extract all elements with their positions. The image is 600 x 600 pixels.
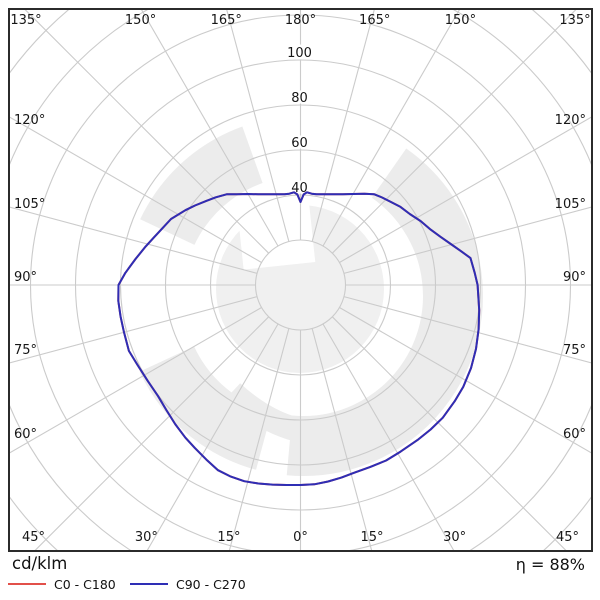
legend: C0 - C180 C90 - C270 — [0, 576, 600, 598]
grid-spoke — [322, 323, 455, 551]
radial-tick-label: 60 — [291, 136, 308, 151]
radial-tick-label: 80 — [291, 91, 308, 106]
angle-label: 60° — [563, 427, 586, 442]
angle-label: 165° — [359, 13, 390, 28]
angle-label: 15° — [217, 530, 240, 545]
curve-c90-c270 — [117, 191, 481, 486]
grid-spoke — [146, 323, 279, 551]
angle-label: 105° — [555, 197, 586, 212]
legend-item-c90-c270: C90 - C270 — [130, 576, 246, 592]
angle-label: 90° — [14, 270, 37, 285]
legend-label-c90-c270: C90 - C270 — [176, 576, 246, 592]
angle-label: 30° — [443, 530, 466, 545]
angle-label: 75° — [14, 343, 37, 358]
angle-label: 120° — [555, 113, 586, 128]
axis-labels: 0° 15° 30° 45° 60° 75° 90° 105° 120° 135° 150° 165°… — [10, 13, 590, 545]
grid-spoke — [311, 9, 376, 242]
angle-label: 150° — [125, 13, 156, 28]
grid-spoke — [228, 328, 290, 551]
grid-spoke — [9, 206, 258, 274]
radial-tick-label: 100 — [287, 46, 312, 61]
grid-spoke — [343, 206, 592, 274]
angle-label: 90° — [563, 270, 586, 285]
angle-label: 180° — [285, 13, 316, 28]
grid-spoke — [311, 328, 373, 551]
unit-label: cd/klm — [12, 554, 68, 573]
legend-item-c0-c180: C0 - C180 — [8, 576, 116, 592]
angle-label: 45° — [556, 530, 579, 545]
angle-label: 165° — [211, 13, 242, 28]
angle-label: 60° — [14, 427, 37, 442]
grid-spoke — [322, 9, 461, 247]
angle-label: 135° — [559, 13, 590, 28]
grid-spoke — [9, 116, 262, 263]
grid-spoke — [140, 9, 279, 247]
angle-label: 15° — [361, 530, 384, 545]
grid-spoke — [331, 9, 578, 254]
curves — [117, 191, 481, 486]
grid-spoke — [9, 307, 262, 454]
grid-spoke — [331, 316, 568, 551]
legend-line-c90-c270-icon — [130, 583, 168, 585]
legend-label-c0-c180: C0 - C180 — [54, 576, 116, 592]
grid-spoke — [225, 9, 290, 242]
angle-label: 0° — [293, 530, 308, 545]
legend-line-c0-c180-icon — [8, 583, 46, 585]
watermark-logo — [123, 116, 483, 476]
angle-label: 150° — [445, 13, 476, 28]
grid-spoke — [23, 9, 270, 254]
angle-label: 105° — [14, 197, 45, 212]
plot-border — [8, 8, 593, 552]
angle-label: 75° — [563, 343, 586, 358]
grid-spoke — [9, 296, 258, 364]
grid-spoke — [343, 296, 592, 364]
angle-label: 135° — [10, 13, 41, 28]
angle-label: 45° — [22, 530, 45, 545]
efficiency-label: η = 88% — [515, 555, 585, 574]
angle-label: 120° — [14, 113, 45, 128]
angle-label: 30° — [135, 530, 158, 545]
grid-spoke — [33, 316, 270, 551]
grid-spoke — [339, 116, 592, 263]
